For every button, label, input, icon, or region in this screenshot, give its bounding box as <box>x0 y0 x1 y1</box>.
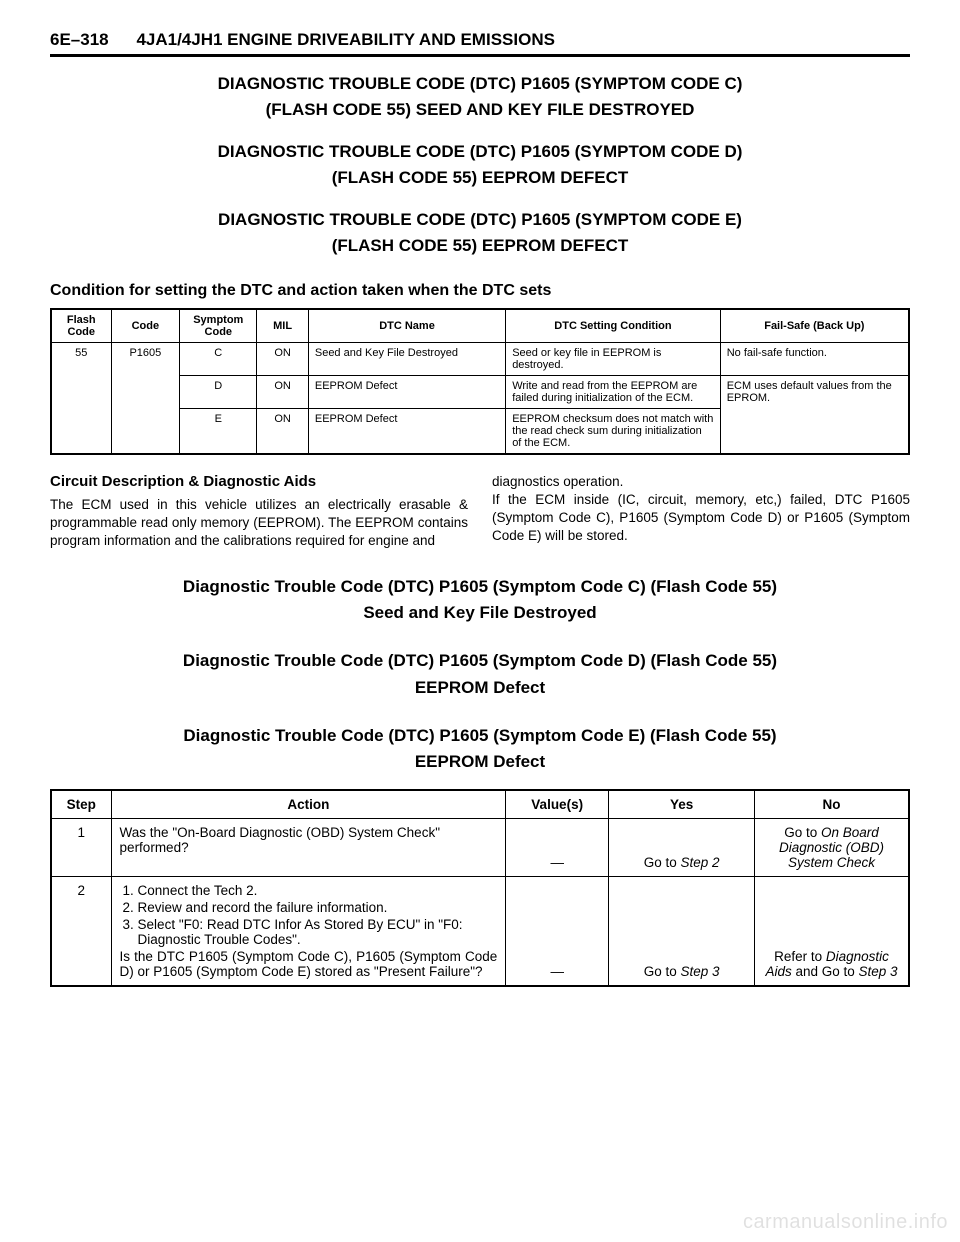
mid-title-1b: Seed and Key File Destroyed <box>50 602 910 624</box>
action-tail: Is the DTC P1605 (Symptom Code C), P1605… <box>120 949 498 979</box>
table-row: Flash Code Code Symptom Code MIL DTC Nam… <box>51 309 909 343</box>
page-section <box>113 30 132 49</box>
page-header: 6E–318 4JA1/4JH1 ENGINE DRIVEABILITY AND… <box>50 30 910 57</box>
table-row: 2 Connect the Tech 2. Review and record … <box>51 876 909 986</box>
circuit-left-text: The ECM used in this vehicle utilizes an… <box>50 496 468 551</box>
dtc-table: Flash Code Code Symptom Code MIL DTC Nam… <box>50 308 910 455</box>
yes-link: Step 3 <box>680 964 719 979</box>
cell-symptom: E <box>180 408 257 454</box>
list-item: Connect the Tech 2. <box>138 883 498 898</box>
col-code: Code <box>111 309 180 343</box>
action-list: Connect the Tech 2. Review and record th… <box>120 883 498 947</box>
circuit-right-text-1: diagnostics operation. <box>492 473 910 491</box>
table-row: 1 Was the "On-Board Diagnostic (OBD) Sys… <box>51 818 909 876</box>
no-pre: Go to <box>784 825 821 840</box>
yes-link: Step 2 <box>680 855 719 870</box>
cell-values: — <box>506 818 609 876</box>
condition-label: Condition for setting the DTC and action… <box>50 282 910 300</box>
cell-symptom: D <box>180 375 257 408</box>
col-no: No <box>755 790 909 819</box>
mid-title-2b: EEPROM Defect <box>50 677 910 699</box>
cell-action: Connect the Tech 2. Review and record th… <box>111 876 506 986</box>
circuit-right-text-2: If the ECM inside (IC, circuit, memory, … <box>492 491 910 546</box>
table-row: Step Action Value(s) Yes No <box>51 790 909 819</box>
col-symptom-code: Symptom Code <box>180 309 257 343</box>
col-step: Step <box>51 790 111 819</box>
cell-setting: Write and read from the EEPROM are faile… <box>506 375 721 408</box>
table-row: 55 P1605 C ON Seed and Key File Destroye… <box>51 342 909 375</box>
mid-title-3b: EEPROM Defect <box>50 751 910 773</box>
title-2a: DIAGNOSTIC TROUBLE CODE (DTC) P1605 (SYM… <box>50 141 910 163</box>
cell-symptom: C <box>180 342 257 375</box>
col-flash-code: Flash Code <box>51 309 111 343</box>
cell-yes: Go to Step 3 <box>609 876 755 986</box>
cell-setting: EEPROM checksum does not match with the … <box>506 408 721 454</box>
cell-name: Seed and Key File Destroyed <box>308 342 505 375</box>
mid-title-2a: Diagnostic Trouble Code (DTC) P1605 (Sym… <box>50 650 910 672</box>
col-dtc-name: DTC Name <box>308 309 505 343</box>
watermark: carmanualsonline.info <box>743 1211 948 1234</box>
cell-setting: Seed or key file in EEPROM is destroyed. <box>506 342 721 375</box>
title-1b: (FLASH CODE 55) SEED AND KEY FILE DESTRO… <box>50 99 910 121</box>
cell-step: 1 <box>51 818 111 876</box>
cell-yes: Go to Step 2 <box>609 818 755 876</box>
no-mid: and Go to <box>792 964 859 979</box>
circuit-description: Circuit Description & Diagnostic Aids Th… <box>50 473 910 551</box>
cell-failsafe: ECM uses default values from the EPROM. <box>720 375 909 454</box>
col-mil: MIL <box>257 309 308 343</box>
col-failsafe: Fail-Safe (Back Up) <box>720 309 909 343</box>
yes-pre: Go to <box>644 855 681 870</box>
no-pre1: Refer to <box>774 949 826 964</box>
col-yes: Yes <box>609 790 755 819</box>
cell-code: P1605 <box>111 342 180 454</box>
no-link2: Step 3 <box>859 964 898 979</box>
yes-pre: Go to <box>644 964 681 979</box>
cell-values: — <box>506 876 609 986</box>
page-section-title: 4JA1/4JH1 ENGINE DRIVEABILITY AND EMISSI… <box>136 30 555 49</box>
title-1a: DIAGNOSTIC TROUBLE CODE (DTC) P1605 (SYM… <box>50 73 910 95</box>
cell-no: Refer to Diagnostic Aids and Go to Step … <box>755 876 909 986</box>
cell-mil: ON <box>257 375 308 408</box>
col-action: Action <box>111 790 506 819</box>
step-table: Step Action Value(s) Yes No 1 Was the "O… <box>50 789 910 987</box>
title-2b: (FLASH CODE 55) EEPROM DEFECT <box>50 167 910 189</box>
col-setting: DTC Setting Condition <box>506 309 721 343</box>
col-values: Value(s) <box>506 790 609 819</box>
mid-title-3a: Diagnostic Trouble Code (DTC) P1605 (Sym… <box>50 725 910 747</box>
title-3a: DIAGNOSTIC TROUBLE CODE (DTC) P1605 (SYM… <box>50 209 910 231</box>
mid-title-1a: Diagnostic Trouble Code (DTC) P1605 (Sym… <box>50 576 910 598</box>
circuit-heading: Circuit Description & Diagnostic Aids <box>50 473 468 490</box>
cell-no: Go to On Board Diagnostic (OBD) System C… <box>755 818 909 876</box>
cell-mil: ON <box>257 408 308 454</box>
cell-flash-code: 55 <box>51 342 111 454</box>
cell-failsafe: No fail-safe function. <box>720 342 909 375</box>
cell-mil: ON <box>257 342 308 375</box>
page-ref: 6E–318 <box>50 30 109 49</box>
title-3b: (FLASH CODE 55) EEPROM DEFECT <box>50 235 910 257</box>
list-item: Select "F0: Read DTC Infor As Stored By … <box>138 917 498 947</box>
cell-name: EEPROM Defect <box>308 408 505 454</box>
cell-name: EEPROM Defect <box>308 375 505 408</box>
table-row: D ON EEPROM Defect Write and read from t… <box>51 375 909 408</box>
cell-step: 2 <box>51 876 111 986</box>
cell-action: Was the "On-Board Diagnostic (OBD) Syste… <box>111 818 506 876</box>
list-item: Review and record the failure informatio… <box>138 900 498 915</box>
